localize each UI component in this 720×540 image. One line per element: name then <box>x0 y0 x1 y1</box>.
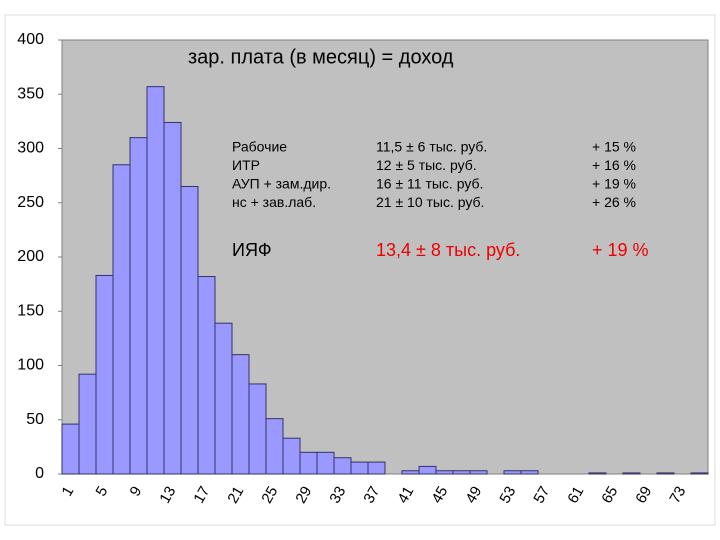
table-cell: + 15 % <box>592 139 636 155</box>
table-cell: + 16 % <box>592 157 636 173</box>
y-tick-label: 400 <box>17 31 44 48</box>
x-tick-label: 37 <box>360 483 383 506</box>
y-tick-label: 150 <box>17 302 44 319</box>
bar <box>61 423 80 475</box>
x-tick-label: 21 <box>224 483 247 506</box>
bar <box>163 121 182 475</box>
bar <box>622 472 641 475</box>
bar <box>248 383 267 475</box>
bar <box>503 470 522 475</box>
y-tick-label: 350 <box>17 85 44 102</box>
bar <box>367 461 386 475</box>
y-tick-label: 250 <box>17 194 44 211</box>
x-tick-label: 13 <box>156 483 179 506</box>
bar <box>350 461 369 475</box>
x-tick-label: 73 <box>666 483 689 506</box>
y-tick-label: 300 <box>17 140 44 157</box>
x-tick-label: 29 <box>292 483 315 506</box>
x-tick-label: 49 <box>462 483 485 506</box>
table-cell: Рабочие <box>232 139 287 155</box>
y-tick-label: 200 <box>17 248 44 265</box>
table-cell: АУП + зам.дир. <box>232 176 331 192</box>
bar <box>129 137 148 475</box>
chart-title: зар. плата (в месяц) = доход <box>188 46 454 68</box>
bar <box>435 470 454 475</box>
bar <box>214 322 233 475</box>
bar <box>231 354 250 475</box>
bar <box>112 164 131 475</box>
table-cell: 16 ± 11 тыс. руб. <box>376 176 483 192</box>
bar <box>299 451 318 475</box>
x-tick-label: 53 <box>496 483 519 506</box>
bar <box>146 86 165 475</box>
x-tick-label: 69 <box>632 483 655 506</box>
bar <box>656 472 675 475</box>
table-cell: нс + зав.лаб. <box>232 194 316 210</box>
table-cell: ИТР <box>232 157 260 173</box>
bar <box>197 276 216 475</box>
bar <box>520 470 539 475</box>
table-highlight: ИЯФ <box>232 240 272 260</box>
bar <box>469 470 488 475</box>
table-cell: + 19 % <box>592 176 636 192</box>
bar <box>282 437 301 475</box>
bar <box>690 472 709 475</box>
table-cell: 11,5 ± 6 тыс. руб. <box>376 139 487 155</box>
table-cell: 12 ± 5 тыс. руб. <box>376 157 477 173</box>
x-tick-label: 25 <box>258 483 281 506</box>
x-tick-label: 41 <box>394 483 417 506</box>
bar <box>401 470 420 475</box>
table-highlight: + 19 % <box>592 240 649 260</box>
bar <box>418 465 437 475</box>
bar <box>316 451 335 475</box>
x-tick-label: 57 <box>530 483 553 506</box>
bar <box>180 185 199 475</box>
table-cell: 21 ± 10 тыс. руб. <box>376 194 484 210</box>
table-highlight: 13,4 ± 8 тыс. руб. <box>376 240 520 260</box>
x-tick-label: 65 <box>598 483 621 506</box>
y-tick-label: 0 <box>35 465 44 482</box>
bar <box>95 274 114 475</box>
x-tick-label: 45 <box>428 483 451 506</box>
bar <box>333 457 352 475</box>
x-tick-label: 17 <box>190 483 213 506</box>
y-tick-label: 50 <box>26 411 44 428</box>
bar <box>78 373 97 475</box>
x-tick-label: 33 <box>326 483 349 506</box>
bar <box>452 470 471 475</box>
bar <box>588 472 607 475</box>
bar <box>265 418 284 475</box>
table-cell: + 26 % <box>592 194 636 210</box>
y-tick-label: 100 <box>17 357 44 374</box>
x-tick-label: 61 <box>564 483 587 506</box>
